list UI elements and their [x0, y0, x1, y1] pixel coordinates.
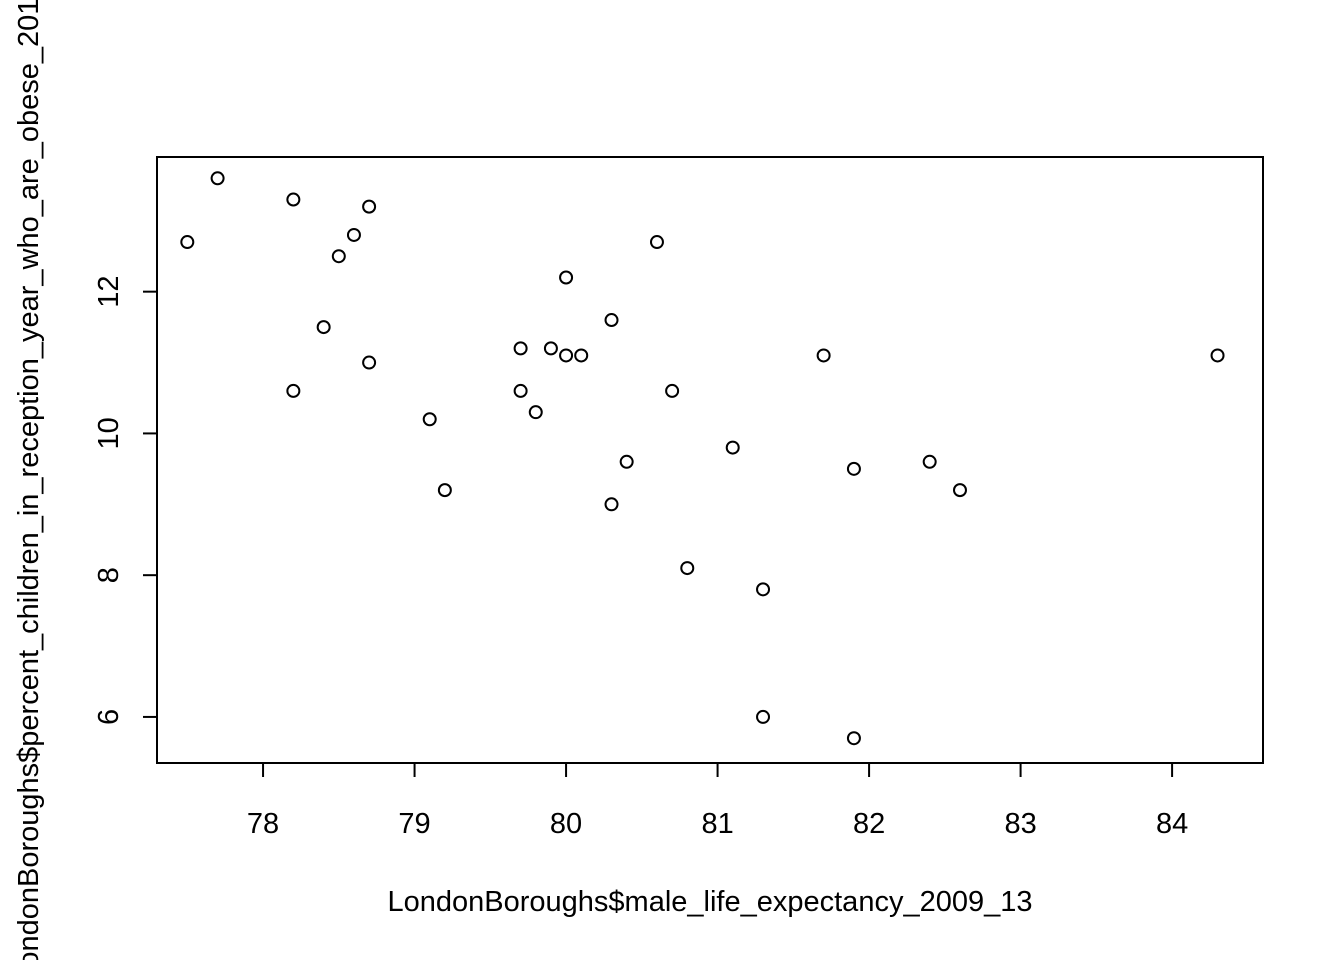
x-tick-label: 79 [398, 808, 430, 840]
data-point [952, 483, 967, 498]
data-point [422, 412, 437, 427]
data-point [559, 348, 574, 363]
x-tick-label: 84 [1156, 808, 1188, 840]
x-axis-label: LondonBoroughs$male_life_expectancy_2009… [388, 886, 1033, 918]
data-points [180, 171, 1225, 746]
data-point [362, 199, 377, 214]
y-tick-label: 8 [93, 567, 125, 583]
data-point [1210, 348, 1225, 363]
data-point [619, 454, 634, 469]
data-point [756, 582, 771, 597]
data-point [362, 355, 377, 370]
data-point [665, 383, 680, 398]
data-point [649, 235, 664, 250]
data-point [543, 341, 558, 356]
data-point [756, 709, 771, 724]
data-point [437, 483, 452, 498]
data-point [922, 454, 937, 469]
x-tick-label: 83 [1004, 808, 1036, 840]
y-axis-label: LondonBoroughs$percent_children_in_recep… [13, 0, 45, 960]
data-point [528, 405, 543, 420]
data-point [725, 440, 740, 455]
x-tick-label: 81 [701, 808, 733, 840]
data-point [286, 383, 301, 398]
data-point [574, 348, 589, 363]
data-point [559, 270, 574, 285]
y-axis: 6 8 10 12 [93, 276, 158, 725]
data-point [604, 313, 619, 328]
x-axis: 78 79 80 81 82 83 84 [247, 762, 1188, 840]
data-point [680, 561, 695, 576]
data-point [846, 461, 861, 476]
y-tick-label: 12 [93, 276, 125, 308]
data-point [331, 249, 346, 264]
data-point [513, 341, 528, 356]
data-point [513, 383, 528, 398]
data-point [346, 227, 361, 242]
x-tick-label: 78 [247, 808, 279, 840]
x-tick-label: 82 [853, 808, 885, 840]
data-point [604, 497, 619, 512]
data-point [286, 192, 301, 207]
data-point [210, 171, 225, 186]
data-point [180, 235, 195, 250]
plot-frame [156, 156, 1264, 764]
data-point [846, 731, 861, 746]
x-tick-label: 80 [550, 808, 582, 840]
data-point [316, 320, 331, 335]
y-tick-label: 10 [93, 417, 125, 449]
data-point [816, 348, 831, 363]
y-tick-label: 6 [93, 709, 125, 725]
